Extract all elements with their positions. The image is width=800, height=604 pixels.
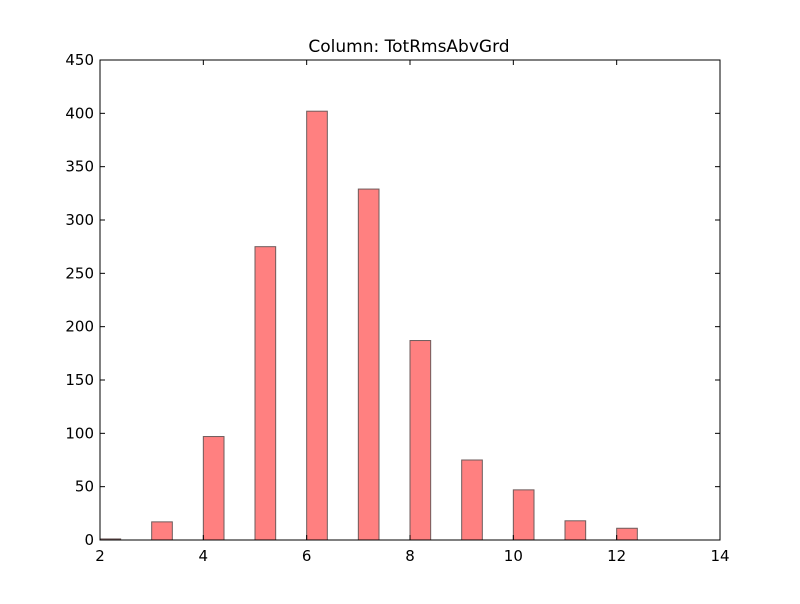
y-tick-label: 450 — [65, 51, 94, 69]
histogram-bar-1 — [151, 521, 173, 541]
y-tick-label: 300 — [65, 211, 94, 229]
x-axis-tick-labels: 2 4 6 8 10 12 14 — [95, 547, 729, 565]
histogram-bar-10 — [616, 527, 638, 541]
histogram-bar-8 — [512, 489, 535, 541]
bars-layer — [99, 110, 638, 541]
x-tick-label: 10 — [504, 547, 523, 565]
x-tick-label: 2 — [95, 547, 105, 565]
x-tick-label: 14 — [710, 547, 729, 565]
histogram-bar-7 — [461, 459, 483, 541]
y-tick-label: 150 — [65, 371, 94, 389]
histogram-bar-6 — [409, 340, 432, 541]
y-tick-label: 50 — [75, 478, 94, 496]
histogram-bar-9 — [564, 520, 587, 541]
y-tick-label: 400 — [65, 104, 94, 122]
plot-frame — [99, 59, 721, 541]
histogram-bar-5 — [357, 188, 380, 541]
x-tick-label: 4 — [199, 547, 209, 565]
histogram-bar-2 — [202, 436, 225, 541]
y-tick-label: 200 — [65, 318, 94, 336]
histogram-bar-3 — [254, 246, 277, 541]
y-tick-label: 250 — [65, 264, 94, 282]
y-tick-label: 350 — [65, 158, 94, 176]
x-tick-label: 12 — [607, 547, 626, 565]
histogram-bar-4 — [306, 110, 328, 541]
y-tick-label: 100 — [65, 424, 94, 442]
y-tick-label: 0 — [84, 531, 94, 549]
chart-title: Column: TotRmsAbvGrd — [308, 37, 509, 57]
x-tick-label: 8 — [405, 547, 415, 565]
y-axis-tick-labels: 0 50 100 150 200 250 300 350 400 450 — [65, 51, 94, 549]
x-tick-label: 6 — [302, 547, 312, 565]
